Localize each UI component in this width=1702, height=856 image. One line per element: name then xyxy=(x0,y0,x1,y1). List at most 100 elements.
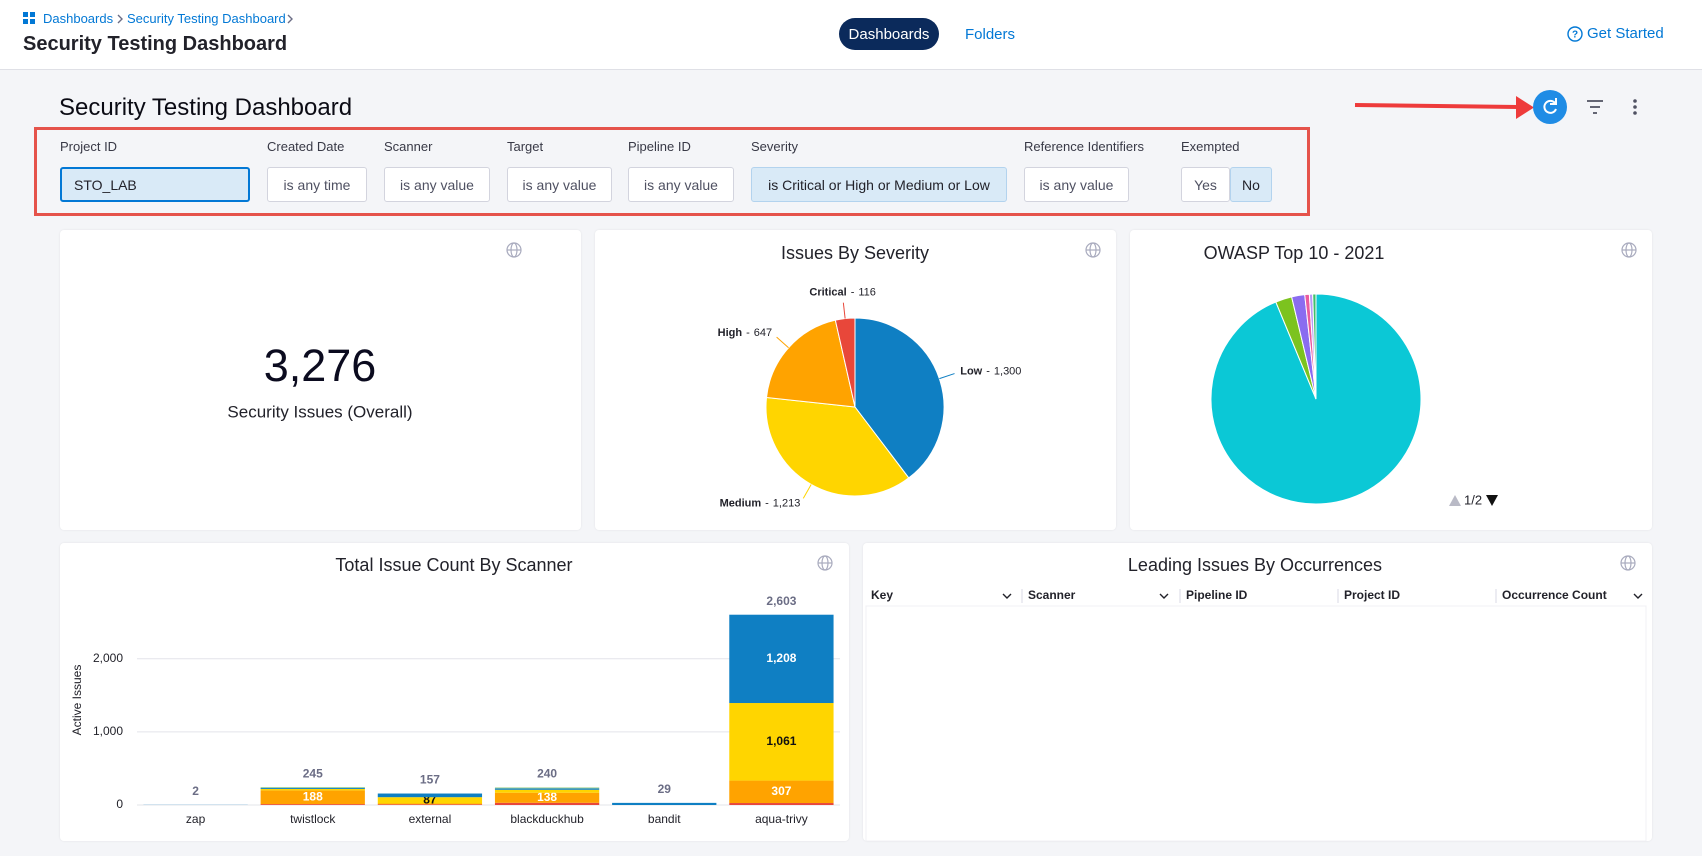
toolbar xyxy=(1354,90,1637,124)
dashboard-title: Security Testing Dashboard xyxy=(59,94,353,121)
refresh-icon xyxy=(1550,98,1557,105)
filter-label: Scanner xyxy=(384,139,440,154)
refresh-button[interactable] xyxy=(1533,90,1567,124)
share-icon[interactable] xyxy=(1085,242,1101,258)
share-icon[interactable] xyxy=(817,555,833,571)
bar-segment xyxy=(377,804,483,805)
column-header[interactable]: Project ID xyxy=(1344,588,1400,602)
filter-input[interactable]: is any value xyxy=(507,167,612,202)
table: Leading Issues By Occurrences Key Scanner P… xyxy=(865,555,1647,841)
y-axis-label: Active Issues xyxy=(70,665,84,736)
filter-bar: Project ID STO_LAB Created Date is any time… xyxy=(34,127,1310,216)
filter-value: is any value xyxy=(522,176,597,193)
filter-input[interactable]: is any value xyxy=(384,167,490,202)
x-tick-label: twistlock xyxy=(290,812,336,826)
share-icon[interactable] xyxy=(506,242,522,258)
y-tick-label: 0 xyxy=(116,797,123,811)
filter-label: Severity xyxy=(751,139,798,154)
more-button[interactable] xyxy=(1633,99,1637,115)
pager-next[interactable] xyxy=(1486,495,1498,506)
x-tick-label: zap xyxy=(186,812,206,826)
get-started-link[interactable]: Get Started xyxy=(1587,25,1664,42)
filter-input[interactable]: is any value xyxy=(1024,167,1129,202)
table-title: Leading Issues By Occurrences xyxy=(1128,555,1382,575)
slice-label: Medium -1,213 xyxy=(720,498,801,510)
leader-line xyxy=(776,336,789,349)
chart: OWASP Top 10 - 2021 1/2 xyxy=(1204,242,1637,507)
column-header[interactable]: Key xyxy=(871,588,893,602)
filter-label-text: Pipeline ID xyxy=(628,139,691,154)
filter-button[interactable] xyxy=(1587,100,1603,114)
slice-separator: - xyxy=(746,327,750,339)
x-tick-label: aqua-trivy xyxy=(755,812,808,826)
bar-segment xyxy=(377,797,483,804)
pager-prev[interactable] xyxy=(1449,495,1461,506)
filter-label-text: Reference Identifiers xyxy=(1024,139,1144,154)
chart: Total Issue Count By Scanner Active Issue… xyxy=(70,555,840,826)
filter-value: is any value xyxy=(400,176,474,193)
filter-value: is Critical or High or Medium or Low xyxy=(768,176,990,193)
sort-chevron[interactable] xyxy=(1633,593,1643,599)
bar-total-label: 2,603 xyxy=(766,594,796,608)
slice-value: 647 xyxy=(754,327,772,339)
pie-slice xyxy=(1312,293,1317,400)
tab[interactable]: Folders xyxy=(964,25,1016,43)
slice-label: Critical -116 xyxy=(809,287,876,299)
page-title: Security Testing Dashboard xyxy=(23,33,288,55)
filter-label: Created Date xyxy=(267,139,344,154)
header: Dashboards Security Testing Dashboard Se… xyxy=(0,0,1702,70)
annotation-arrow xyxy=(1354,103,1519,109)
slice-value: 116 xyxy=(858,287,876,299)
table-body xyxy=(865,605,1647,841)
bar-total-label: 240 xyxy=(537,767,557,781)
filter-input[interactable]: is any time xyxy=(267,167,367,202)
slice-name: Low xyxy=(960,366,982,378)
share-icon[interactable] xyxy=(1621,242,1637,258)
leader-line xyxy=(842,302,846,319)
leader-line xyxy=(939,373,955,380)
pie-slice xyxy=(765,319,856,408)
slice-separator: - xyxy=(851,287,855,299)
chart-title: OWASP Top 10 - 2021 xyxy=(1204,243,1385,263)
bar-segment xyxy=(729,803,834,805)
slice-value: 1,300 xyxy=(994,366,1022,378)
sort-chevron[interactable] xyxy=(1159,593,1169,599)
y-tick-label: 2,000 xyxy=(93,651,123,665)
slice-name: High xyxy=(718,327,743,339)
pie-slice xyxy=(854,317,945,479)
column-header[interactable]: Scanner xyxy=(1028,588,1076,602)
bar-segment xyxy=(612,802,717,805)
slice-label: Low -1,300 xyxy=(960,366,1021,378)
filter-input[interactable]: is any value xyxy=(628,167,734,202)
toggle-option[interactable]: No xyxy=(1230,167,1272,202)
refresh-icon xyxy=(1543,99,1557,114)
bar-segment xyxy=(260,790,365,805)
bar-segment xyxy=(494,802,600,805)
filter-value: is any time xyxy=(283,176,351,193)
column-header[interactable]: Pipeline ID xyxy=(1186,588,1248,602)
slice-name: Critical xyxy=(809,287,846,299)
filter-value: STO_LAB xyxy=(74,176,137,193)
share-icon[interactable] xyxy=(1620,555,1636,571)
filter-input[interactable]: STO_LAB xyxy=(60,167,250,202)
tab-active[interactable]: Dashboards xyxy=(839,18,939,50)
filter-label-text: Created Date xyxy=(267,139,345,154)
chart-title: Issues By Severity xyxy=(781,243,929,263)
breadcrumb[interactable]: Dashboards xyxy=(43,11,114,26)
toggle-option[interactable]: Yes xyxy=(1181,167,1230,202)
kpi-label: Security Issues (Overall) xyxy=(227,402,412,421)
filter-label-text: Target xyxy=(507,139,544,154)
column-header[interactable]: Occurrence Count xyxy=(1502,588,1607,602)
leader-line xyxy=(802,484,812,499)
breadcrumb-separator xyxy=(287,14,293,24)
filter-input[interactable]: is Critical or High or Medium or Low xyxy=(751,167,1007,202)
svg-text:?: ? xyxy=(1572,30,1578,41)
annotation-arrow-head xyxy=(1516,96,1534,119)
bar-segment xyxy=(494,789,600,793)
x-tick-label: blackduckhub xyxy=(510,812,584,826)
bar-segment xyxy=(729,780,834,804)
sort-chevron[interactable] xyxy=(1002,593,1012,599)
breadcrumb[interactable]: Security Testing Dashboard xyxy=(127,11,286,26)
owasp-panel: OWASP Top 10 - 2021 1/2 xyxy=(1130,230,1652,530)
